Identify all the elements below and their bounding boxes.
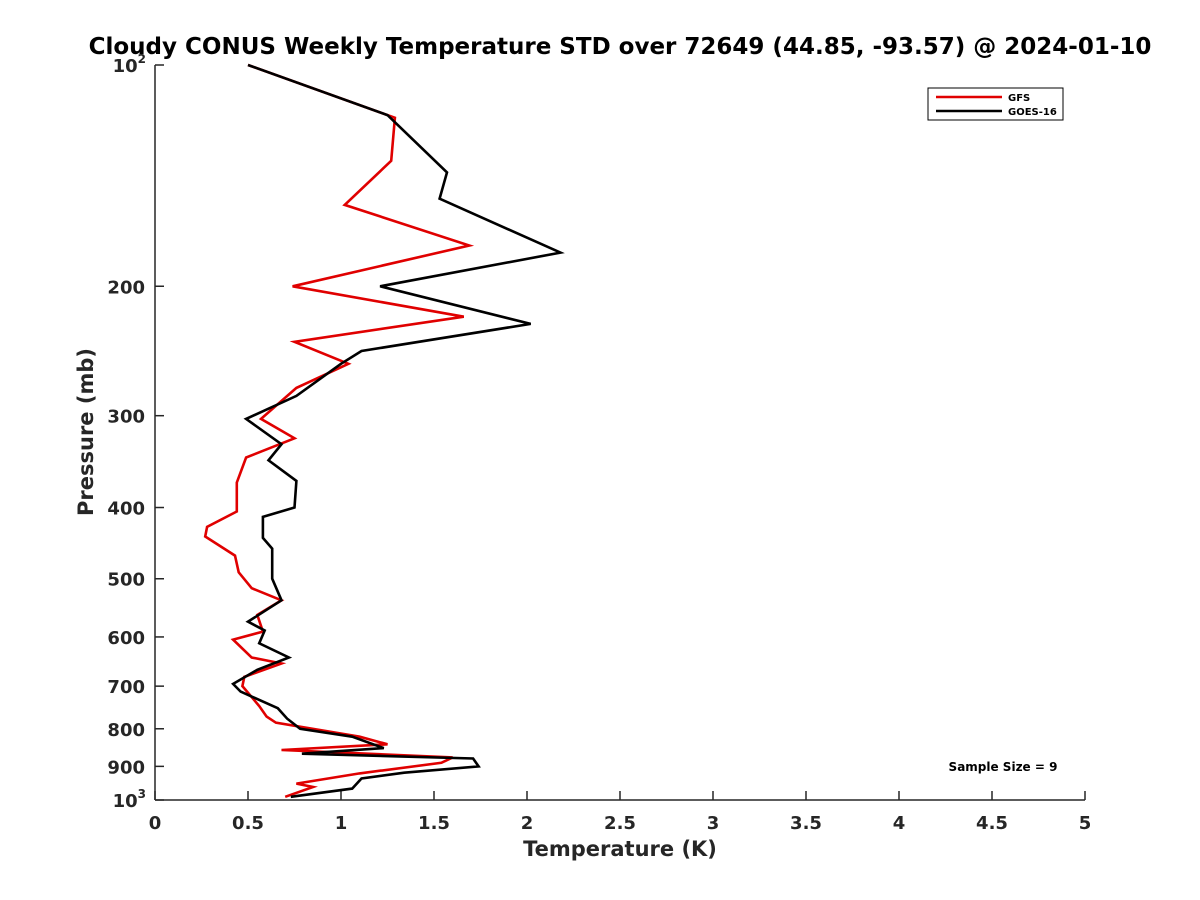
y-tick-label: 900	[107, 757, 145, 778]
y-tick-label: 600	[107, 628, 145, 649]
y-tick-base: 10	[113, 56, 138, 77]
series-lines	[203, 63, 565, 799]
x-axis-label: Temperature (K)	[523, 837, 717, 861]
x-ticks: 0 0.5 1 1.5 2 2.5 3 3.5 4 4.5 5	[149, 791, 1092, 834]
x-tick-label: 5	[1079, 813, 1092, 834]
x-tick-label: 2	[521, 813, 534, 834]
legend: GFS GOES-16	[927, 87, 1064, 121]
y-tick-label: 700	[107, 677, 145, 698]
y-tick-label: 200	[107, 277, 145, 298]
legend-label-goes16: GOES-16	[1008, 107, 1057, 118]
y-tick-base: 10	[113, 791, 138, 812]
sample-size-annotation: Sample Size = 9	[949, 760, 1058, 774]
series-line-gfs	[203, 63, 475, 799]
plot-area: 0 0.5 1 1.5 2 2.5 3 3.5 4 4.5 5 102200300400500600…	[107, 52, 1091, 834]
x-tick-label: 1.5	[418, 813, 450, 834]
y-tick-label: 102	[113, 52, 146, 77]
y-tick-exponent: 3	[138, 787, 146, 801]
legend-box	[927, 87, 1064, 121]
x-tick-label: 4.5	[976, 813, 1008, 834]
x-tick-label: 1	[335, 813, 348, 834]
y-axis-label: Pressure (mb)	[74, 348, 98, 516]
x-tick-label: 2.5	[604, 813, 636, 834]
chart-title: Cloudy CONUS Weekly Temperature STD over…	[89, 34, 1152, 60]
x-tick-label: 0	[149, 813, 162, 834]
y-tick-label: 400	[107, 499, 145, 520]
y-tick-label: 300	[107, 407, 145, 428]
x-tick-label: 0.5	[232, 813, 264, 834]
y-tick-exponent: 2	[138, 52, 146, 66]
y-tick-label: 500	[107, 570, 145, 591]
series-line-goes16	[231, 63, 565, 799]
x-tick-label: 4	[893, 813, 906, 834]
x-tick-label: 3	[707, 813, 720, 834]
x-tick-label: 3.5	[790, 813, 822, 834]
y-tick-label: 103	[113, 787, 146, 812]
y-tick-label: 800	[107, 720, 145, 741]
legend-label-gfs: GFS	[1008, 93, 1030, 104]
